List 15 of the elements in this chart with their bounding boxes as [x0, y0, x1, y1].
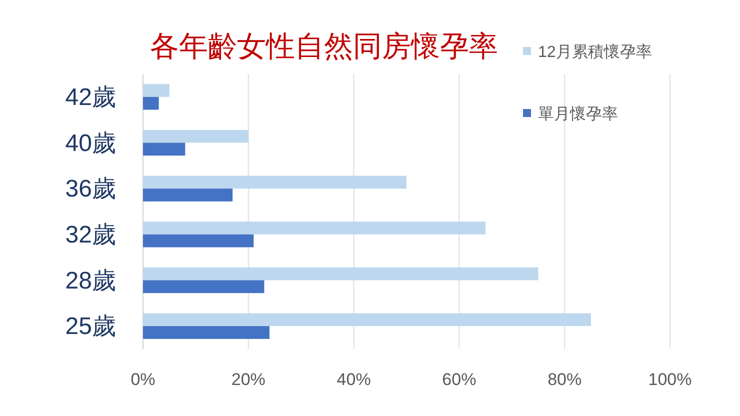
y-category-label: 25歲 [65, 313, 116, 340]
x-tick-label: 0% [130, 370, 156, 389]
y-category-label: 32歲 [65, 221, 116, 248]
x-tick-label: 60% [442, 370, 476, 389]
y-category-label: 28歲 [65, 267, 116, 294]
legend-label: 單月懷孕率 [538, 106, 618, 123]
y-category-label: 42歲 [65, 84, 116, 111]
x-tick-label: 40% [336, 370, 371, 389]
x-tick-label: 80% [548, 370, 582, 389]
legend-label: 12月累積懷孕率 [538, 44, 652, 61]
y-category-label: 36歲 [65, 176, 116, 203]
x-tick-label: 100% [648, 370, 692, 389]
y-category-label: 40歲 [65, 130, 116, 157]
x-tick-label: 20% [231, 370, 266, 389]
title: 各年齡女性自然同房懷孕率 [150, 31, 498, 63]
